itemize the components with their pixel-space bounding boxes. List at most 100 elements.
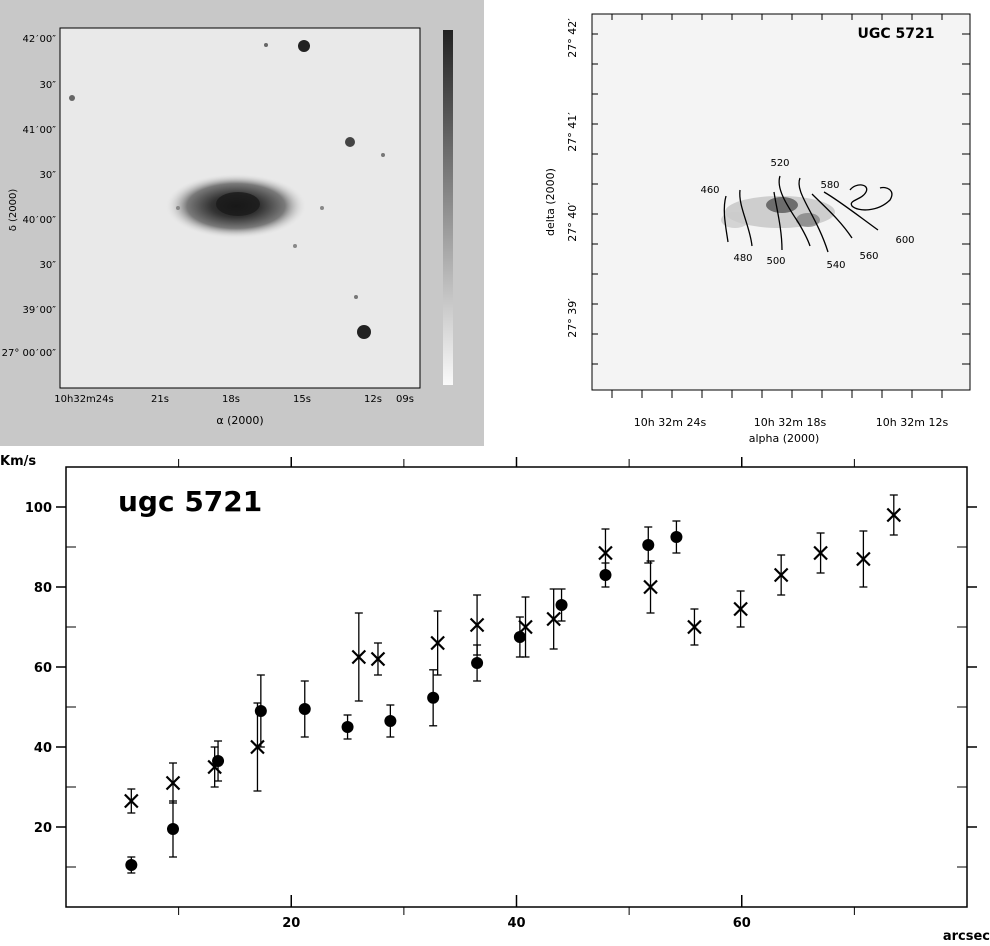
cross-stroke <box>733 601 748 617</box>
ra-tick-labels: 10h 32m 24s 10h 32m 18s 10h 32m 12s <box>634 416 949 429</box>
cross-stroke <box>469 617 485 633</box>
y-axis-label: δ (2000) <box>8 189 19 232</box>
ra-tick: 10h 32m 18s <box>754 416 827 429</box>
cross-stroke <box>430 635 445 651</box>
frame-ticks <box>592 14 970 398</box>
contour-label: 480 <box>733 253 752 264</box>
cross-stroke <box>518 619 533 635</box>
cross-stroke <box>886 507 902 523</box>
dec-tick: 40 ′ 00″ <box>23 215 57 226</box>
contour-label: 560 <box>859 251 878 262</box>
data-point-cross <box>370 651 386 667</box>
rotation-curve-panel: Km/s arcsec ugc 5721 20 40 60 20 40 60 80 100 <box>0 450 990 944</box>
dec-tick: 42 ′ 00″ <box>23 34 57 45</box>
data-point-cross <box>546 611 561 627</box>
cross-stroke <box>124 793 139 809</box>
hi-emission-knot <box>796 213 820 227</box>
data-point-circle <box>471 657 484 669</box>
data-point-cross <box>430 635 445 651</box>
data-point-cross <box>207 759 222 775</box>
hi-emission-peak <box>766 197 798 213</box>
star <box>381 153 385 157</box>
ra-tick: 18s <box>222 394 240 405</box>
cross-stroke <box>643 579 658 595</box>
ra-tick-labels: 10h32m24s 21s 18s 15s 12s 09s <box>54 394 414 405</box>
optical-image-svg: 42 ′ 00″ 30″ 41 ′ 00″ 30″ 40 ′ 00″ 30″ 3… <box>2 27 453 427</box>
dec-tick: 41 ′ 00″ <box>23 125 57 136</box>
rotation-curve-chart: Km/s arcsec ugc 5721 20 40 60 20 40 60 80 100 <box>0 454 990 944</box>
star <box>264 43 268 47</box>
cross-stroke <box>351 649 367 665</box>
data-point-circle <box>298 703 311 715</box>
data-point-cross <box>643 579 658 595</box>
contour-labels: 460 480 500 520 540 560 580 600 <box>700 158 914 271</box>
star <box>357 325 371 339</box>
contour-label: 500 <box>766 256 785 267</box>
data-point-cross <box>813 545 828 561</box>
data-point-cross <box>687 619 702 635</box>
ra-tick: 12s <box>364 394 382 405</box>
star <box>176 206 180 210</box>
ra-tick: 09s <box>396 394 414 405</box>
contour-label: 460 <box>700 185 719 196</box>
grayscale-colorbar <box>443 30 453 385</box>
optical-image-panel: 42 ′ 00″ 30″ 41 ′ 00″ 30″ 40 ′ 00″ 30″ 3… <box>0 0 484 446</box>
x-axis-label: arcsec <box>943 929 990 942</box>
data-point-circle <box>642 539 655 551</box>
contour-label: 520 <box>770 158 789 169</box>
contour-label: 580 <box>820 180 839 191</box>
data-point-cross <box>773 567 789 583</box>
x-tick-label: 60 <box>733 916 751 931</box>
contour-540 <box>798 177 829 253</box>
contour-label: 600 <box>895 235 914 246</box>
iso-velocity-contours <box>723 175 893 253</box>
y-axis-label: delta (2000) <box>544 168 557 236</box>
chart-title: ugc 5721 <box>118 485 262 518</box>
cross-stroke <box>370 651 386 667</box>
cross-stroke <box>165 775 181 791</box>
data-point-cross <box>124 793 139 809</box>
star <box>320 206 324 210</box>
data-point-cross <box>351 649 367 665</box>
y-tick-label: 100 <box>25 501 52 516</box>
star <box>354 295 358 299</box>
x-tick-label: 20 <box>282 916 300 931</box>
star <box>69 95 75 101</box>
data-point-cross <box>165 775 181 791</box>
data-point-circle <box>513 631 526 643</box>
dec-tick: 27° 40′ <box>566 202 579 242</box>
star <box>298 40 310 52</box>
dec-tick-labels: 42 ′ 00″ 30″ 41 ′ 00″ 30″ 40 ′ 00″ 30″ 3… <box>2 34 57 359</box>
ra-tick: 21s <box>151 394 169 405</box>
dec-tick: 30″ <box>40 170 57 181</box>
data-point-cross <box>886 507 902 523</box>
dec-tick: 39 ′ 00″ <box>23 305 57 316</box>
contour-560 <box>811 193 853 239</box>
panel-title: UGC 5721 <box>858 26 935 42</box>
ra-tick: 10h 32m 24s <box>634 416 707 429</box>
data-point-circle <box>166 823 179 835</box>
x-tick-label: 40 <box>507 916 525 931</box>
data-point-cross <box>598 545 613 561</box>
y-axis-label: Km/s <box>0 454 36 469</box>
y-tick-label: 60 <box>34 661 52 676</box>
axes: 20 40 60 20 40 60 80 100 <box>25 457 977 931</box>
data-point-circle <box>670 531 683 543</box>
data-point-circle <box>341 721 354 733</box>
contour-500 <box>773 191 783 251</box>
dec-tick: 30″ <box>40 80 57 91</box>
cross-stroke <box>813 545 828 561</box>
cross-stroke <box>856 551 871 567</box>
cross-stroke <box>773 567 789 583</box>
contour-580 <box>823 191 879 231</box>
velocity-field-svg: 460 480 500 520 540 560 580 600 UGC 5721… <box>544 13 971 445</box>
y-tick-label: 20 <box>34 821 52 836</box>
dec-tick: 27° 00 ′ 00″ <box>2 348 57 359</box>
galaxy-core <box>216 192 260 216</box>
x-axis-label: alpha (2000) <box>749 432 820 445</box>
dec-tick-labels: 27° 42′ 27° 41′ 27° 40′ 27° 39′ <box>566 18 579 338</box>
contour-480 <box>739 189 753 247</box>
cross-stroke <box>250 739 265 755</box>
star <box>293 244 297 248</box>
plot-frame <box>65 466 968 908</box>
